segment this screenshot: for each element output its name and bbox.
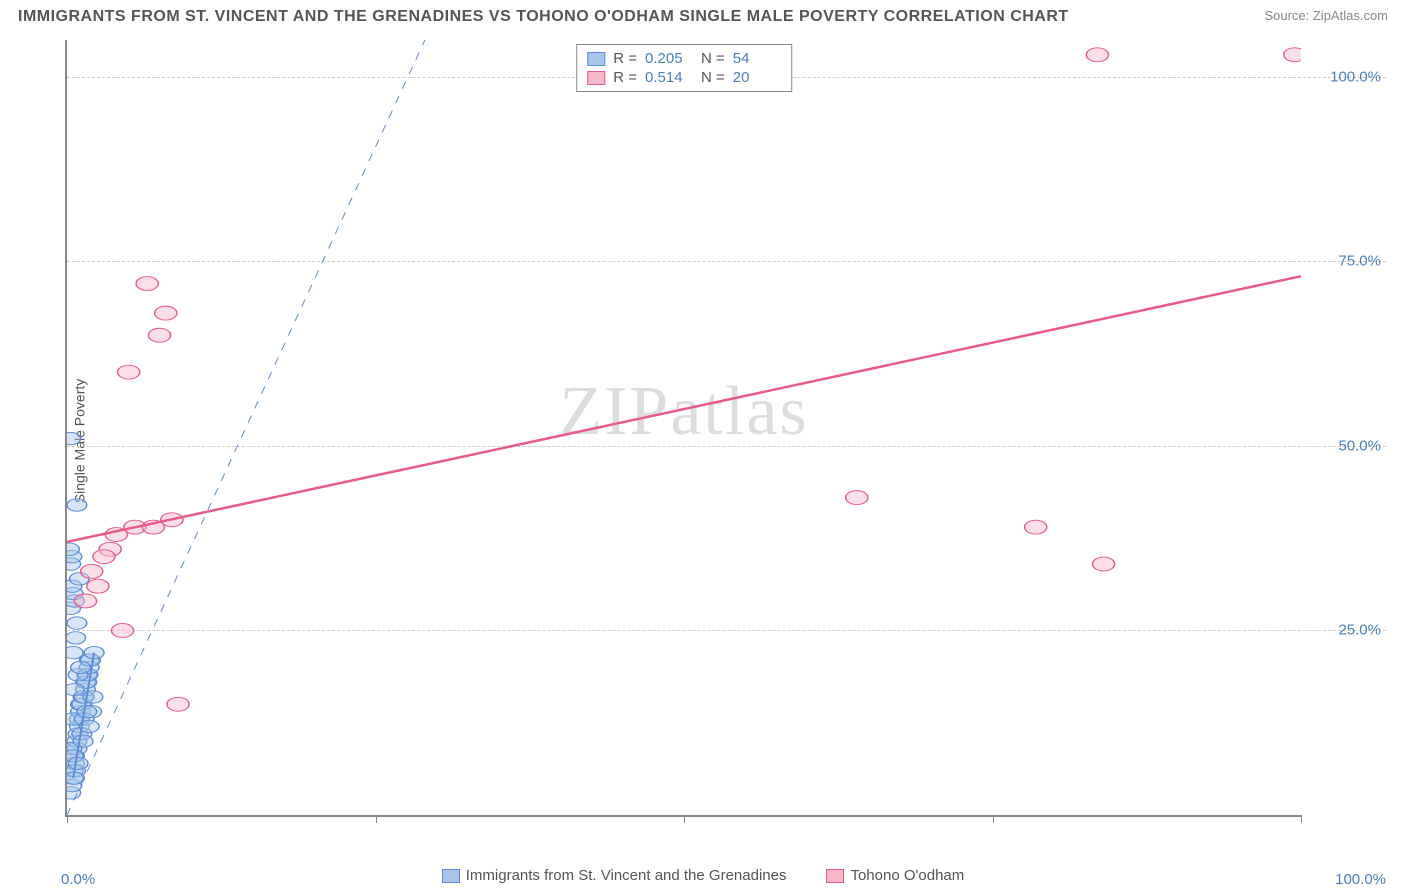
x-tick-mark [67, 815, 68, 823]
legend-r-label: R = [613, 50, 637, 67]
legend-n-value: 54 [733, 50, 781, 67]
data-point [68, 757, 88, 769]
legend-swatch [587, 71, 605, 85]
data-point [93, 550, 115, 564]
data-point [81, 564, 103, 578]
data-point [74, 594, 96, 608]
data-point [67, 543, 79, 555]
y-tick-label: 75.0% [1338, 253, 1381, 270]
data-point [67, 617, 87, 629]
legend-label: Immigrants from St. Vincent and the Gren… [466, 867, 787, 884]
data-point [1086, 48, 1108, 62]
data-point [71, 661, 91, 673]
y-tick-label: 25.0% [1338, 622, 1381, 639]
data-point [67, 646, 83, 658]
legend-correlation: R = 0.205 N = 54 R = 0.514 N = 20 [576, 44, 792, 92]
data-point [1025, 520, 1047, 534]
x-tick-mark [376, 815, 377, 823]
x-tick-mark [993, 815, 994, 823]
data-point [1092, 557, 1114, 571]
legend-n-label: N = [701, 69, 725, 86]
legend-r-value: 0.514 [645, 69, 693, 86]
data-point [136, 277, 158, 291]
data-point [87, 579, 109, 593]
legend-n-value: 20 [733, 69, 781, 86]
legend-r-value: 0.205 [645, 50, 693, 67]
data-point [111, 624, 133, 638]
page-title: IMMIGRANTS FROM ST. VINCENT AND THE GREN… [18, 8, 1069, 26]
data-point [118, 365, 140, 379]
trend-line [67, 276, 1301, 542]
legend-item: Tohono O'odham [826, 867, 964, 884]
legend-swatch [826, 869, 844, 883]
chart-area: Single Male Poverty ZIPatlas R =0.205N =… [55, 40, 1386, 842]
data-point [1284, 48, 1301, 62]
plot-region: ZIPatlas R =0.205N =54R =0.514N =20 25.0… [65, 40, 1301, 817]
legend-row: R = 0.205 N = 54 [587, 49, 781, 68]
trend-line-ext [67, 40, 425, 815]
data-point [67, 499, 87, 511]
x-tick-mark [684, 815, 685, 823]
scatter-svg [67, 40, 1301, 815]
data-point [148, 328, 170, 342]
legend-swatch [442, 869, 460, 883]
y-tick-label: 50.0% [1338, 437, 1381, 454]
legend-r-label: R = [613, 69, 637, 86]
data-point [67, 632, 86, 644]
legend-swatch [587, 52, 605, 66]
data-point [67, 683, 84, 695]
y-tick-label: 100.0% [1330, 68, 1381, 85]
data-point [155, 306, 177, 320]
legend-n-label: N = [701, 50, 725, 67]
data-point [67, 432, 81, 444]
x-tick-mark [1301, 815, 1302, 823]
data-point [77, 705, 97, 717]
data-point [167, 697, 189, 711]
legend-row: R = 0.514 N = 20 [587, 68, 781, 87]
legend-item: Immigrants from St. Vincent and the Gren… [442, 867, 787, 884]
data-point [846, 491, 868, 505]
data-point [73, 735, 93, 747]
legend-series: Immigrants from St. Vincent and the Gren… [0, 867, 1406, 884]
legend-label: Tohono O'odham [850, 867, 964, 884]
source-label: Source: ZipAtlas.com [1264, 8, 1388, 23]
